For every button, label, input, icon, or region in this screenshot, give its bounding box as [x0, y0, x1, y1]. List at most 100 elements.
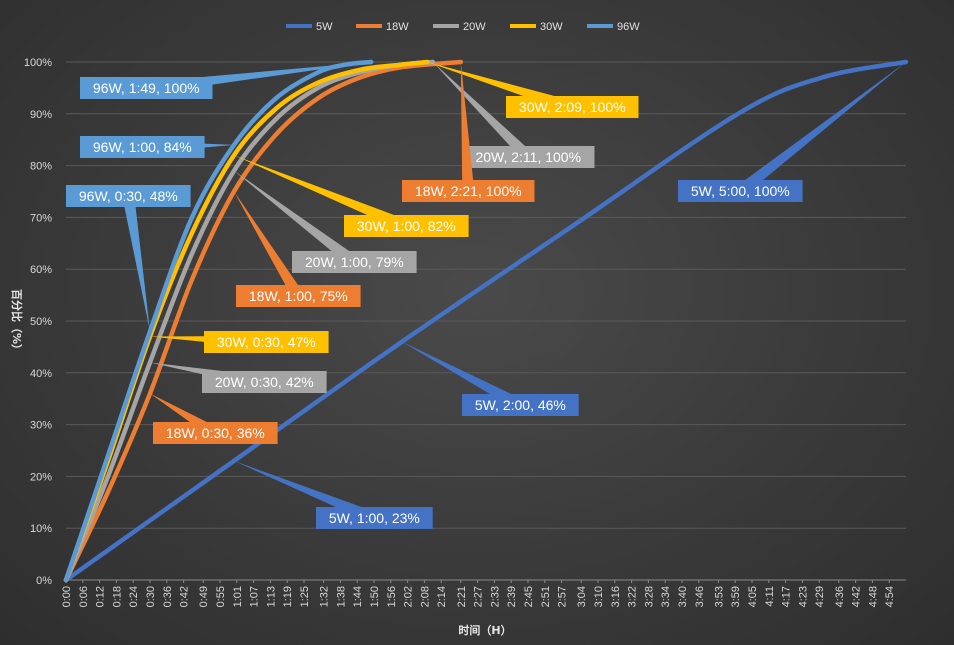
- callout-label: 30W, 1:00, 82%: [357, 218, 456, 234]
- callout-8: 18W, 1:00, 75%: [234, 191, 361, 307]
- legend-label: 30W: [540, 21, 563, 33]
- callout-box: [462, 394, 579, 416]
- legend-item-30w: 30W: [510, 21, 563, 33]
- callout-box: [153, 422, 278, 444]
- x-tick-label: 1:01: [232, 586, 244, 607]
- callout-label: 30W, 2:09, 100%: [519, 99, 626, 115]
- callout-box: [202, 371, 327, 393]
- callout-label: 5W, 1:00, 23%: [329, 510, 420, 526]
- x-tick-label: 0:00: [61, 586, 73, 607]
- y-tick-label: 20%: [30, 471, 52, 483]
- x-tick-label: 1:50: [369, 586, 381, 607]
- x-tick-label: 4:42: [851, 586, 863, 607]
- y-tick-label: 40%: [30, 368, 52, 380]
- x-tick-label: 0:36: [162, 586, 174, 607]
- x-tick-label: 0:12: [95, 586, 107, 607]
- legend-label: 20W: [463, 21, 486, 33]
- callout-box: [204, 331, 329, 353]
- y-tick-label: 60%: [30, 264, 52, 276]
- callout-14: 5W, 1:00, 23%: [234, 460, 433, 529]
- x-tick-label: 1:19: [282, 586, 294, 607]
- legend-item-96w: 96W: [587, 21, 640, 33]
- callout-leader: [736, 62, 906, 196]
- x-tick-label: 3:28: [643, 586, 655, 607]
- x-tick-label: 2:08: [419, 586, 431, 607]
- callout-label: 20W, 0:30, 42%: [215, 374, 314, 390]
- callout-9: 30W, 0:30, 47%: [150, 331, 329, 353]
- x-tick-label: 4:29: [814, 586, 826, 607]
- callout-label: 18W, 0:30, 36%: [166, 425, 265, 441]
- x-tick-label: 3:59: [730, 586, 742, 607]
- legend-item-5w: 5W: [286, 21, 333, 33]
- x-tick-label: 2:45: [523, 586, 535, 607]
- x-tick-label: 1:07: [249, 586, 261, 607]
- x-tick-label: 0:06: [78, 586, 90, 607]
- callout-12: 5W, 5:00, 100%: [678, 62, 906, 202]
- x-tick-label: 1:56: [386, 586, 398, 607]
- y-tick-label: 70%: [30, 212, 52, 224]
- callout-3: 30W, 2:09, 100%: [427, 62, 639, 118]
- callout-box: [462, 146, 595, 168]
- x-tick-label: 4:36: [834, 586, 846, 607]
- x-tick-label: 2:39: [506, 586, 518, 607]
- callout-13: 5W, 2:00, 46%: [402, 341, 579, 416]
- x-tick-label: 3:10: [593, 586, 605, 607]
- callout-label: 20W, 1:00, 79%: [305, 254, 404, 270]
- y-tick-label: 50%: [30, 316, 52, 328]
- callout-11: 18W, 0:30, 36%: [150, 393, 278, 444]
- x-tick-label: 1:44: [352, 586, 364, 607]
- x-tick-label: 4:17: [781, 586, 793, 607]
- x-tick-label: 2:02: [403, 586, 415, 607]
- callout-label: 5W, 2:00, 46%: [475, 397, 566, 413]
- y-tick-label: 0%: [36, 575, 52, 587]
- callout-label: 96W, 0:30, 48%: [79, 188, 178, 204]
- callout-box: [292, 251, 417, 273]
- x-tick-label: 2:14: [436, 586, 448, 607]
- x-tick-label: 2:33: [489, 586, 501, 607]
- callout-box: [80, 77, 213, 99]
- callout-box: [66, 185, 191, 207]
- y-axis-title: 百分比（%）: [10, 289, 24, 355]
- callout-box: [506, 96, 639, 118]
- callout-leader: [234, 155, 409, 232]
- x-tick-label: 0:49: [198, 586, 210, 607]
- x-tick-label: 0:24: [128, 586, 140, 607]
- x-tick-label: 3:22: [627, 586, 639, 607]
- x-tick-label: 1:32: [319, 586, 331, 607]
- callout-1: 96W, 1:00, 84%: [80, 136, 234, 158]
- x-tick-label: 0:55: [215, 586, 227, 607]
- callout-leader: [460, 62, 475, 192]
- x-tick-label: 0:42: [179, 586, 191, 607]
- legend: 5W 18W 20W 30W 96W: [286, 21, 640, 33]
- callout-label: 96W, 1:00, 84%: [93, 139, 192, 155]
- callout-leader: [234, 191, 304, 300]
- legend-label: 18W: [386, 21, 409, 33]
- x-tick-label: 2:51: [540, 586, 552, 607]
- y-tick-label: 10%: [30, 523, 52, 535]
- callout-label: 96W, 1:49, 100%: [93, 80, 200, 96]
- x-tick-label: 4:23: [797, 586, 809, 607]
- y-tick-label: 30%: [30, 420, 52, 432]
- x-tick-label: 0:18: [111, 586, 123, 607]
- y-tick-label: 100%: [24, 57, 52, 69]
- x-tick-label: 2:27: [473, 586, 485, 607]
- legend-label: 96W: [617, 21, 640, 33]
- x-tick-label: 3:53: [713, 586, 725, 607]
- x-tick-label: 4:48: [867, 586, 879, 607]
- y-tick-label: 90%: [30, 109, 52, 121]
- x-tick-label: 4:54: [884, 586, 896, 607]
- callout-leader: [234, 170, 358, 267]
- x-tick-label: 3:40: [677, 586, 689, 607]
- callout-box: [236, 285, 361, 307]
- x-axis: 0:00 0:06 0:12 0:18 0:24 0:30 0:36 0:42 0:49 0:55…: [61, 579, 906, 607]
- legend-item-18w: 18W: [356, 21, 409, 33]
- callout-10: 20W, 0:30, 42%: [150, 362, 327, 393]
- callout-leader: [402, 341, 524, 411]
- callout-label: 30W, 0:30, 47%: [217, 334, 316, 350]
- series-line-5w: [63, 59, 909, 583]
- callout-label: 18W, 2:21, 100%: [415, 183, 522, 199]
- x-tick-label: 3:16: [610, 586, 622, 607]
- x-tick-label: 4:11: [764, 586, 776, 607]
- series-lines: [63, 59, 909, 583]
